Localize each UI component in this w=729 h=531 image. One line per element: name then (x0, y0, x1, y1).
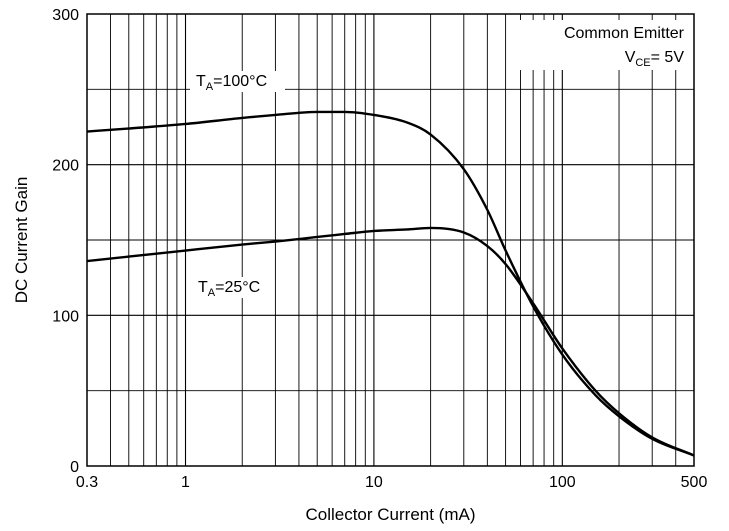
x-tick-label: 100 (549, 474, 576, 491)
y-tick-label: 200 (52, 158, 79, 175)
y-tick-label: 100 (52, 308, 79, 325)
y-axis-title: DC Current Gain (12, 177, 31, 304)
annotation-vce-symbol: V (625, 49, 636, 66)
series-label-25c-value: =25°C (215, 279, 260, 296)
series-label-100c-value: =100°C (213, 73, 267, 90)
series-label-25c-background (192, 277, 274, 298)
series-label-100c-symbol: T (196, 73, 206, 90)
series-label-100c-background (190, 71, 285, 92)
annotation-line2: VCE= 5V (625, 49, 685, 69)
curve-ta-100c (86, 110, 695, 457)
plot-frame (86, 13, 695, 467)
series-label-25c-subscript: A (208, 287, 216, 299)
series-label-100c-text: TA=100°C (196, 73, 267, 93)
series-label-25c: TA=25°C (192, 277, 274, 299)
series-label-25c-symbol: T (198, 279, 208, 296)
curves (86, 110, 695, 457)
series-label-100c: TA=100°C (190, 71, 285, 93)
x-tick-label: 10 (365, 474, 383, 491)
x-tick-label: 500 (681, 474, 708, 491)
series-label-100c-subscript: A (206, 81, 214, 93)
grid-major (87, 14, 694, 466)
x-tick-label: 0.3 (76, 474, 98, 491)
annotation-vce-value: = 5V (651, 49, 685, 66)
annotation-vce-subscript: CE (635, 57, 650, 69)
annotation-line1: Common Emitter (564, 25, 685, 42)
x-tick-labels: 0.3 1 10 100 500 (76, 474, 708, 491)
x-tick-label: 1 (181, 474, 190, 491)
y-tick-label: 300 (52, 7, 79, 24)
annotation-background (520, 20, 692, 70)
y-tick-labels: 0 100 200 300 (52, 7, 79, 476)
series-label-25c-text: TA=25°C (198, 279, 260, 299)
grid-minor (87, 14, 694, 466)
y-tick-label: 0 (70, 459, 79, 476)
x-axis-title: Collector Current (mA) (305, 505, 475, 524)
curve-ta-25c (86, 226, 695, 457)
condition-annotation: Common Emitter VCE= 5V (520, 20, 692, 70)
